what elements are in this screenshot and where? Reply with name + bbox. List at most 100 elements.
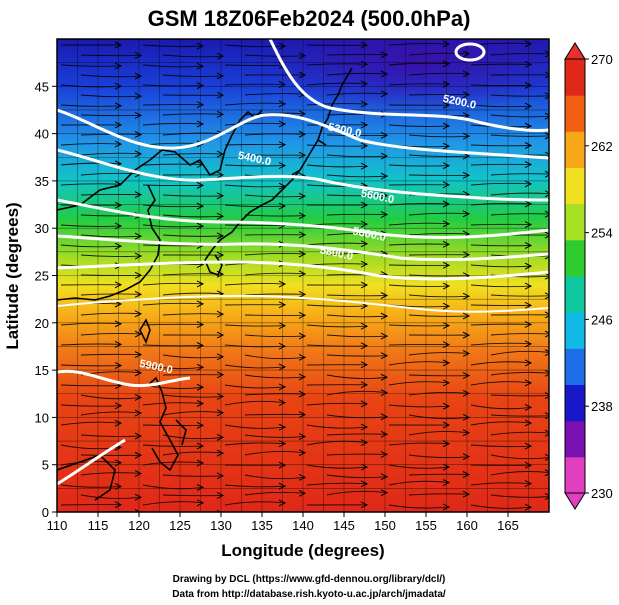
streamline-arrow xyxy=(380,373,389,381)
streamline xyxy=(490,431,549,436)
x-tick-label: 155 xyxy=(415,518,437,533)
streamline xyxy=(162,494,224,497)
streamline xyxy=(326,92,388,96)
streamline-arrow xyxy=(524,503,533,511)
streamline-arrow xyxy=(360,41,369,49)
streamline xyxy=(306,82,368,86)
streamline-arrow xyxy=(524,81,533,89)
streamline-arrow xyxy=(134,72,143,80)
streamline-arrow xyxy=(114,459,123,467)
streamline xyxy=(306,63,368,66)
streamline-arrow xyxy=(462,312,471,320)
streamline-arrow xyxy=(278,423,287,431)
streamline xyxy=(388,442,450,446)
streamline xyxy=(470,264,532,268)
streamline-arrow xyxy=(544,469,549,477)
streamline xyxy=(142,84,204,87)
streamline-arrow xyxy=(298,373,307,381)
streamline xyxy=(408,314,470,317)
streamline-arrow xyxy=(442,261,451,269)
streamline-arrow xyxy=(216,371,225,379)
streamline xyxy=(470,381,532,386)
streamline-arrow xyxy=(544,311,549,319)
streamline-arrow xyxy=(442,463,451,471)
streamline xyxy=(408,233,470,236)
streamline xyxy=(388,202,450,206)
x-tick-label: 160 xyxy=(456,518,478,533)
streamline-arrow xyxy=(216,52,225,60)
streamline-arrow xyxy=(114,201,123,209)
streamline-arrow xyxy=(462,91,471,99)
streamline xyxy=(490,350,549,356)
streamline-arrow xyxy=(462,350,471,357)
streamline-arrow xyxy=(114,102,123,110)
streamline xyxy=(408,72,470,76)
colorbar-segment xyxy=(565,167,585,205)
streamline xyxy=(224,442,286,446)
streamline xyxy=(326,252,388,256)
streamline xyxy=(490,414,549,417)
streamline-arrow xyxy=(524,340,533,348)
streamline xyxy=(80,234,142,238)
streamline-arrow xyxy=(196,363,205,371)
streamline xyxy=(142,64,204,68)
streamline xyxy=(60,64,122,67)
streamline xyxy=(470,104,532,108)
streamline-arrow xyxy=(196,181,205,189)
streamline xyxy=(306,464,368,469)
streamline-arrow xyxy=(524,461,533,469)
streamline-arrow xyxy=(360,463,369,471)
streamline xyxy=(388,344,450,346)
streamline xyxy=(163,512,223,515)
streamline xyxy=(224,204,286,208)
streamline-arrow xyxy=(360,121,369,129)
streamline-arrow xyxy=(442,40,451,48)
streamline-arrow xyxy=(462,372,471,379)
streamline-arrow xyxy=(114,82,123,90)
colorbar-segment xyxy=(565,203,585,241)
streamline xyxy=(490,471,549,476)
streamline xyxy=(470,63,532,66)
streamline-arrow xyxy=(524,102,533,110)
streamline-arrow xyxy=(298,270,307,278)
streamline xyxy=(408,391,470,396)
streamline xyxy=(470,482,532,486)
streamline-arrow xyxy=(216,433,225,441)
streamline xyxy=(60,224,122,227)
streamline-arrow xyxy=(524,301,533,309)
streamline-arrow xyxy=(196,140,205,148)
streamline-arrow xyxy=(134,409,143,417)
streamline-arrow xyxy=(524,161,533,169)
streamline xyxy=(80,394,142,400)
streamline-arrow xyxy=(380,473,389,481)
streamline-arrow xyxy=(442,322,451,330)
colorbar-label: 270 xyxy=(591,52,613,67)
streamline xyxy=(408,274,470,277)
colorbar-segment xyxy=(565,384,585,422)
streamline-arrow xyxy=(442,402,451,410)
streamline xyxy=(408,212,470,216)
streamline xyxy=(388,324,450,327)
streamline xyxy=(162,54,224,58)
streamline xyxy=(306,344,368,347)
streamline-arrow xyxy=(196,342,205,349)
streamline-arrow xyxy=(114,140,123,148)
streamline-arrow xyxy=(462,429,471,437)
streamline xyxy=(490,53,549,56)
streamline xyxy=(162,132,224,136)
streamline-arrow xyxy=(442,421,451,429)
streamline xyxy=(244,293,306,296)
streamline-arrow xyxy=(360,439,369,447)
streamline xyxy=(388,83,450,86)
y-tick-label: 30 xyxy=(35,221,49,236)
streamline-arrow xyxy=(216,72,225,80)
streamline xyxy=(470,182,532,186)
streamline xyxy=(326,453,388,456)
streamline-arrow xyxy=(196,42,205,50)
colorbar-label: 254 xyxy=(591,226,613,241)
streamline-arrow xyxy=(524,262,533,270)
streamline xyxy=(408,414,470,420)
streamline-arrow xyxy=(216,171,225,179)
streamline-arrow xyxy=(114,340,123,348)
streamline-arrow xyxy=(380,192,389,199)
